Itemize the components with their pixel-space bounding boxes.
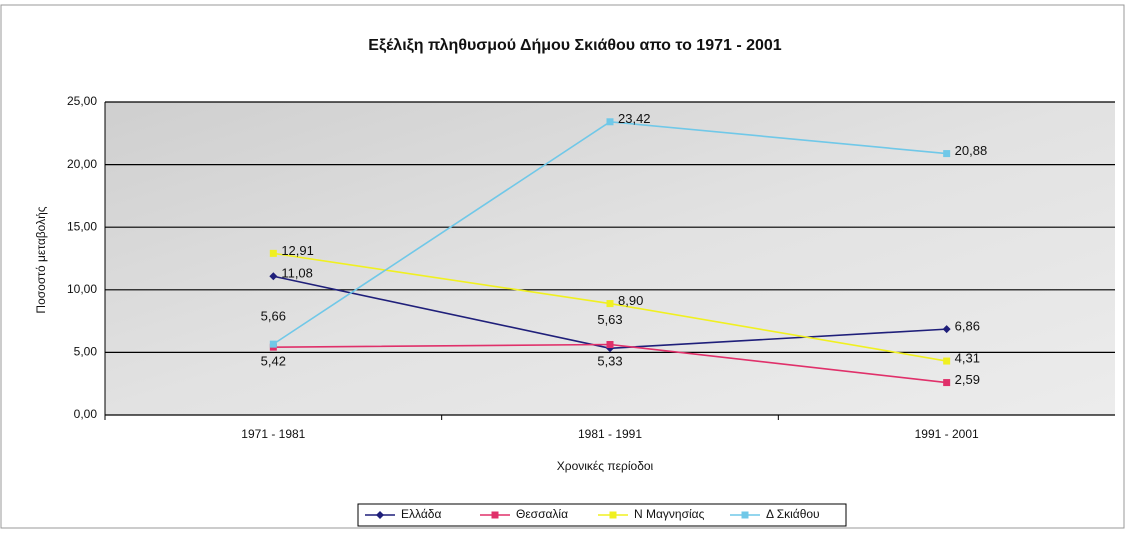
data-label: 20,88 — [955, 143, 988, 158]
point — [606, 118, 614, 126]
y-axis-label: Ποσοστό μεταβολής — [34, 206, 48, 313]
point — [942, 325, 951, 334]
y-tick-label: 15,00 — [67, 219, 97, 233]
data-label: 11,08 — [281, 266, 313, 281]
legend-marker — [741, 511, 749, 519]
x-axis-label: Χρονικές περίοδοι — [557, 459, 654, 473]
legend-marker — [491, 511, 499, 519]
data-label: 23,42 — [618, 111, 651, 126]
point — [943, 150, 951, 158]
legend-label: Ν Μαγνησίας — [634, 507, 705, 521]
point — [606, 300, 614, 308]
x-tick-label: 1991 - 2001 — [915, 427, 979, 441]
y-tick-label: 25,00 — [67, 94, 97, 108]
point — [269, 340, 277, 348]
data-label: 5,63 — [597, 312, 622, 327]
x-tick-label: 1981 - 1991 — [578, 427, 642, 441]
point — [943, 357, 951, 365]
y-tick-label: 0,00 — [74, 407, 98, 421]
legend-marker — [376, 511, 384, 519]
legend-marker — [609, 511, 617, 519]
chart-title: Εξέλιξη πληθυσμού Δήμου Σκιάθου απο το 1… — [368, 37, 782, 54]
legend-label: Ελλάδα — [401, 507, 441, 521]
data-label: 8,90 — [618, 293, 643, 308]
data-label: 5,66 — [261, 309, 286, 324]
legend-label: Δ Σκιάθου — [766, 507, 820, 521]
y-tick-label: 10,00 — [67, 282, 97, 296]
data-label: 5,42 — [261, 354, 286, 369]
data-label: 2,59 — [955, 372, 980, 387]
y-tick-label: 20,00 — [67, 157, 97, 171]
point — [269, 272, 278, 281]
point — [606, 341, 614, 349]
legend-label: Θεσσαλία — [516, 507, 568, 521]
y-tick-label: 5,00 — [74, 345, 98, 359]
point — [943, 379, 951, 387]
data-label: 4,31 — [955, 350, 980, 365]
data-label: 6,86 — [955, 319, 980, 334]
data-label: 5,33 — [597, 354, 622, 369]
data-label: 12,91 — [281, 243, 314, 258]
x-tick-label: 1971 - 1981 — [241, 427, 305, 441]
point — [269, 249, 277, 257]
